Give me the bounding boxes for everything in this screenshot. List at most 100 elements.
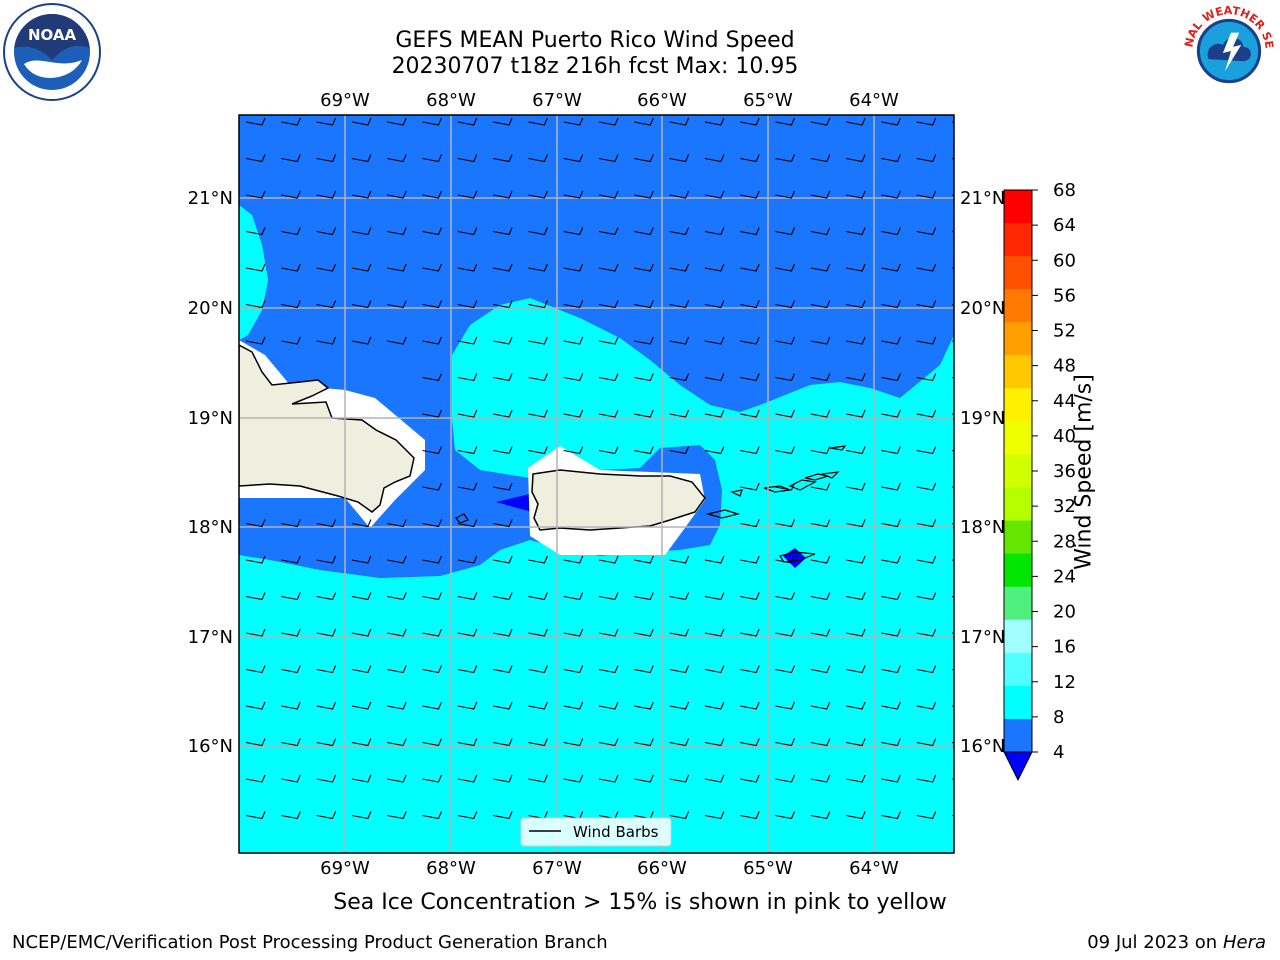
wind-barb (740, 482, 760, 491)
wind-barb (704, 373, 725, 382)
wind-barb (845, 482, 866, 491)
wind-barb (634, 117, 654, 126)
wind-barb (669, 117, 690, 126)
wind-barb (387, 665, 407, 674)
wind-barb (634, 701, 654, 710)
wind-barb (775, 774, 796, 783)
wind-barb (916, 300, 937, 309)
wind-barb (951, 376, 954, 379)
wind-barb (669, 628, 690, 637)
wind-barb (387, 519, 407, 528)
wind-barb (775, 190, 796, 199)
wind-barb (845, 336, 866, 345)
wind-barb (845, 409, 866, 418)
wind-barb (422, 373, 443, 382)
colorbar-tick-label: 64 (1053, 215, 1076, 236)
colorbar-tick-label: 32 (1053, 496, 1076, 517)
wind-barb (598, 701, 619, 710)
wind-barb (810, 373, 831, 382)
wind-barb (669, 665, 690, 674)
wind-barb (775, 628, 796, 637)
island-outline (730, 489, 743, 497)
lon-label: 68°W (426, 90, 476, 111)
wind-barb (245, 227, 266, 236)
wind-barb (810, 300, 831, 309)
wind-barb (245, 336, 266, 345)
wind-barb (316, 519, 337, 528)
wind-barb (845, 592, 866, 601)
wind-barb (916, 409, 937, 418)
wind-barb (634, 446, 654, 455)
wind-barb (528, 300, 548, 309)
wind-barb (740, 154, 760, 163)
wind-barb (245, 738, 266, 747)
wind-barb (316, 190, 337, 199)
wind-barb (775, 592, 796, 601)
wind-barb (528, 117, 548, 126)
wind-barb (457, 190, 478, 199)
wind-barb (316, 117, 337, 126)
wind-barb (881, 190, 901, 199)
wind-barb (492, 373, 513, 382)
wind-barb (881, 665, 901, 674)
colorbar-segment (1004, 586, 1032, 621)
wind-barb (669, 336, 690, 345)
wind-barb (598, 227, 619, 236)
sea-ice-note: Sea Ice Concentration > 15% is shown in … (333, 890, 947, 915)
legend-label: Wind Barbs (573, 823, 659, 841)
wind-barb (704, 409, 725, 418)
map-subtitle-forecast: 20230707 t18z 216h fcst Max: 10.95 (391, 54, 799, 79)
wind-barb (422, 227, 443, 236)
wind-barb (457, 665, 478, 674)
wind-barb (281, 190, 301, 199)
wind-barb (563, 555, 584, 564)
lat-label: 20°N (188, 298, 233, 319)
wind-barb (492, 227, 513, 236)
wind-barb (740, 738, 760, 747)
wind-barb (351, 227, 372, 236)
wind-barb (457, 336, 478, 345)
wind-barb (740, 811, 760, 820)
wind-barb (916, 701, 937, 710)
wind-barb (740, 592, 760, 601)
wind-barb (492, 263, 513, 272)
wind-barb (845, 811, 866, 820)
wind-barb (281, 555, 301, 564)
wind-barb (704, 774, 725, 783)
wind-barb (422, 701, 443, 710)
wind-barb (316, 227, 337, 236)
wind-barb (845, 263, 866, 272)
wind-barb (492, 738, 513, 747)
colorbar-tick-label: 60 (1053, 250, 1076, 271)
wind-barb (740, 665, 760, 674)
wind-barb (740, 263, 760, 272)
wind-barb (422, 665, 443, 674)
wind-barb (563, 263, 584, 272)
wind-barb (281, 154, 301, 163)
wind-barb (528, 409, 548, 418)
wind-barb (634, 263, 654, 272)
wind-barb (845, 738, 866, 747)
wind-barb (351, 154, 372, 163)
longitude-labels-top: 69°W 68°W 67°W 66°W 65°W 64°W (320, 90, 899, 111)
wind-barb (881, 555, 901, 564)
lat-label: 21°N (188, 188, 233, 209)
lon-label: 68°W (426, 858, 476, 879)
lon-label: 67°W (532, 90, 582, 111)
colorbar-segment (1004, 421, 1032, 455)
wind-barb (422, 555, 443, 564)
wind-barb (387, 300, 407, 309)
wind-barb (528, 592, 548, 601)
footer-date-text: 09 Jul 2023 on (1087, 932, 1218, 953)
wind-barb (634, 774, 654, 783)
wind-barb (281, 811, 301, 820)
wind-barb (492, 665, 513, 674)
wind-barb (845, 227, 866, 236)
wind-barb (281, 628, 301, 637)
wind-barb (598, 628, 619, 637)
wind-barb (845, 519, 866, 528)
lat-label: 21°N (960, 188, 1005, 209)
wind-barb (810, 227, 831, 236)
wind-barb (951, 668, 954, 671)
wind-barb (351, 190, 372, 199)
